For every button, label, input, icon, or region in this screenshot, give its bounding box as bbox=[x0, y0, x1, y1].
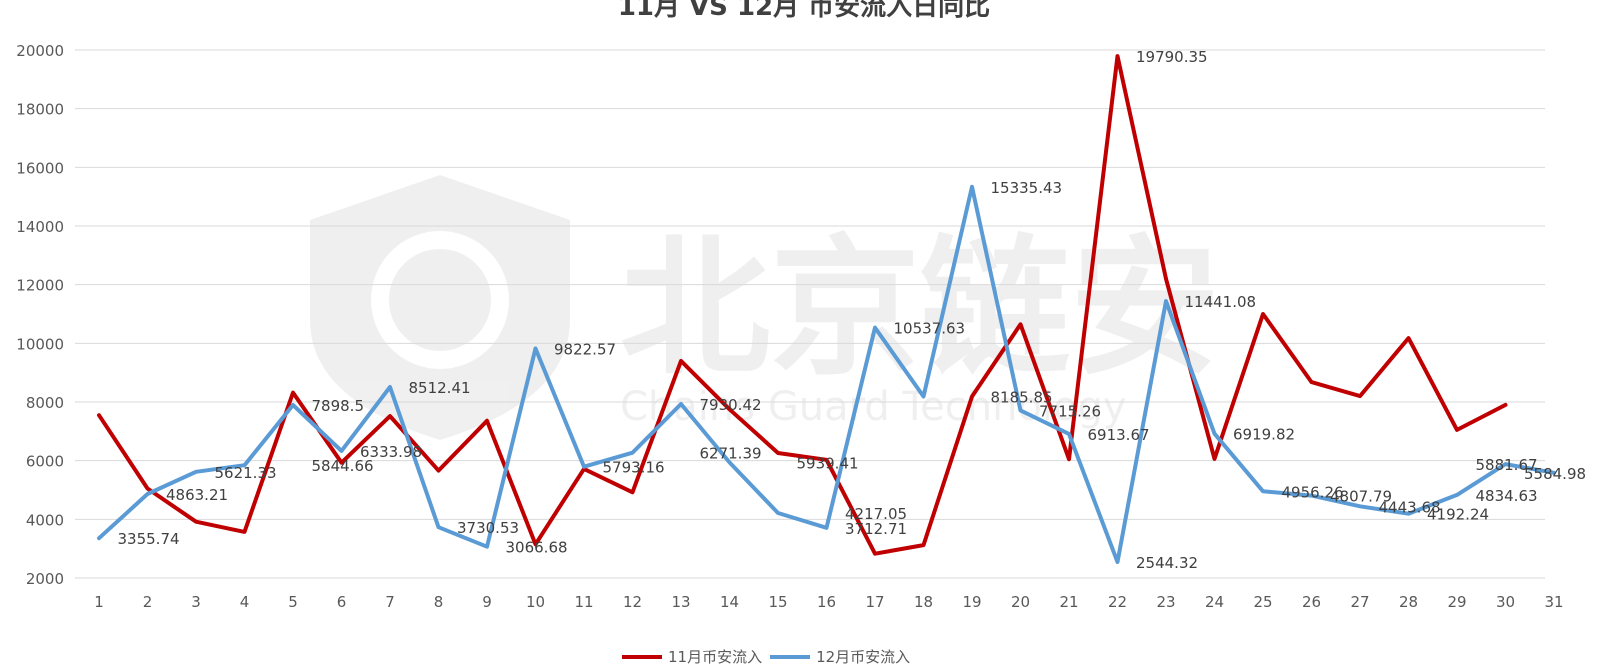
x-tick-label: 28 bbox=[1399, 593, 1418, 611]
data-label: 6271.39 bbox=[700, 445, 762, 463]
data-label: 3730.53 bbox=[457, 519, 519, 537]
legend-item-november[interactable]: 11月币安流入 bbox=[622, 646, 762, 667]
x-tick-label: 31 bbox=[1544, 593, 1563, 611]
x-tick-label: 24 bbox=[1205, 593, 1224, 611]
y-tick-label: 6000 bbox=[26, 453, 64, 471]
x-tick-label: 15 bbox=[768, 593, 787, 611]
data-label: 6919.82 bbox=[1233, 426, 1295, 444]
data-label: 11441.08 bbox=[1185, 293, 1257, 311]
x-tick-label: 20 bbox=[1011, 593, 1030, 611]
x-tick-label: 22 bbox=[1108, 593, 1127, 611]
y-tick-label: 8000 bbox=[26, 394, 64, 412]
y-tick-label: 2000 bbox=[26, 570, 64, 588]
data-label: 5584.98 bbox=[1524, 465, 1586, 483]
x-tick-label: 1 bbox=[94, 593, 104, 611]
legend-label-december: 12月币安流入 bbox=[816, 646, 910, 667]
x-tick-label: 5 bbox=[288, 593, 298, 611]
watermark-text: 北京链安 bbox=[620, 222, 1220, 396]
data-label: 5621.33 bbox=[215, 464, 277, 482]
data-label: 3712.71 bbox=[845, 520, 907, 538]
legend-item-december[interactable]: 12月币安流入 bbox=[770, 646, 910, 667]
y-tick-label: 4000 bbox=[26, 511, 64, 529]
x-tick-label: 26 bbox=[1302, 593, 1321, 611]
data-label: 3066.68 bbox=[506, 539, 568, 557]
x-tick-label: 17 bbox=[865, 593, 884, 611]
x-tick-label: 30 bbox=[1496, 593, 1515, 611]
y-tick-label: 20000 bbox=[16, 42, 64, 60]
x-tick-label: 6 bbox=[337, 593, 347, 611]
data-label: 4834.63 bbox=[1476, 487, 1538, 505]
x-tick-label: 16 bbox=[817, 593, 836, 611]
x-tick-label: 9 bbox=[482, 593, 492, 611]
data-label: 3355.74 bbox=[118, 530, 180, 548]
x-tick-label: 7 bbox=[385, 593, 395, 611]
legend-label-november: 11月币安流入 bbox=[668, 646, 762, 667]
x-tick-label: 2 bbox=[143, 593, 153, 611]
data-label: 5939.41 bbox=[797, 454, 859, 472]
data-label: 6913.67 bbox=[1088, 426, 1150, 444]
x-tick-label: 19 bbox=[962, 593, 981, 611]
x-tick-label: 3 bbox=[191, 593, 201, 611]
data-label: 9822.57 bbox=[554, 341, 616, 359]
data-label: 10537.63 bbox=[894, 320, 966, 338]
x-tick-label: 27 bbox=[1350, 593, 1369, 611]
x-tick-label: 4 bbox=[240, 593, 250, 611]
legend: 11月币安流入 12月币安流入 bbox=[622, 646, 918, 667]
y-tick-label: 14000 bbox=[16, 218, 64, 236]
x-tick-label: 11 bbox=[574, 593, 593, 611]
x-tick-label: 23 bbox=[1156, 593, 1175, 611]
data-label: 5793.16 bbox=[603, 459, 665, 477]
y-tick-label: 12000 bbox=[16, 277, 64, 295]
x-tick-label: 13 bbox=[671, 593, 690, 611]
legend-swatch-december bbox=[770, 655, 810, 659]
x-tick-label: 14 bbox=[720, 593, 739, 611]
data-label: 7898.5 bbox=[312, 397, 365, 415]
legend-swatch-november bbox=[622, 655, 662, 659]
data-label: 7930.42 bbox=[700, 396, 762, 414]
x-tick-label: 8 bbox=[434, 593, 444, 611]
data-label: 19790.35 bbox=[1136, 48, 1208, 66]
x-tick-label: 29 bbox=[1447, 593, 1466, 611]
x-tick-label: 25 bbox=[1253, 593, 1272, 611]
data-label: 8512.41 bbox=[409, 379, 471, 397]
data-label: 4192.24 bbox=[1427, 506, 1489, 524]
data-label: 15335.43 bbox=[991, 179, 1063, 197]
y-tick-label: 18000 bbox=[16, 101, 64, 119]
x-tick-label: 18 bbox=[914, 593, 933, 611]
watermark: 北京链安 Chains Guard Technology bbox=[310, 175, 1220, 440]
y-tick-label: 16000 bbox=[16, 159, 64, 177]
data-label: 2544.32 bbox=[1136, 554, 1198, 572]
y-axis: 2000 4000 6000 8000 10000 12000 14000 16000 1800… bbox=[16, 42, 64, 588]
data-label: 7715.26 bbox=[1039, 402, 1101, 420]
data-label: 6333.98 bbox=[360, 443, 422, 461]
x-tick-label: 21 bbox=[1059, 593, 1078, 611]
y-tick-label: 10000 bbox=[16, 335, 64, 353]
data-label: 4863.21 bbox=[166, 486, 228, 504]
x-tick-label: 12 bbox=[623, 593, 642, 611]
x-tick-label: 10 bbox=[526, 593, 545, 611]
